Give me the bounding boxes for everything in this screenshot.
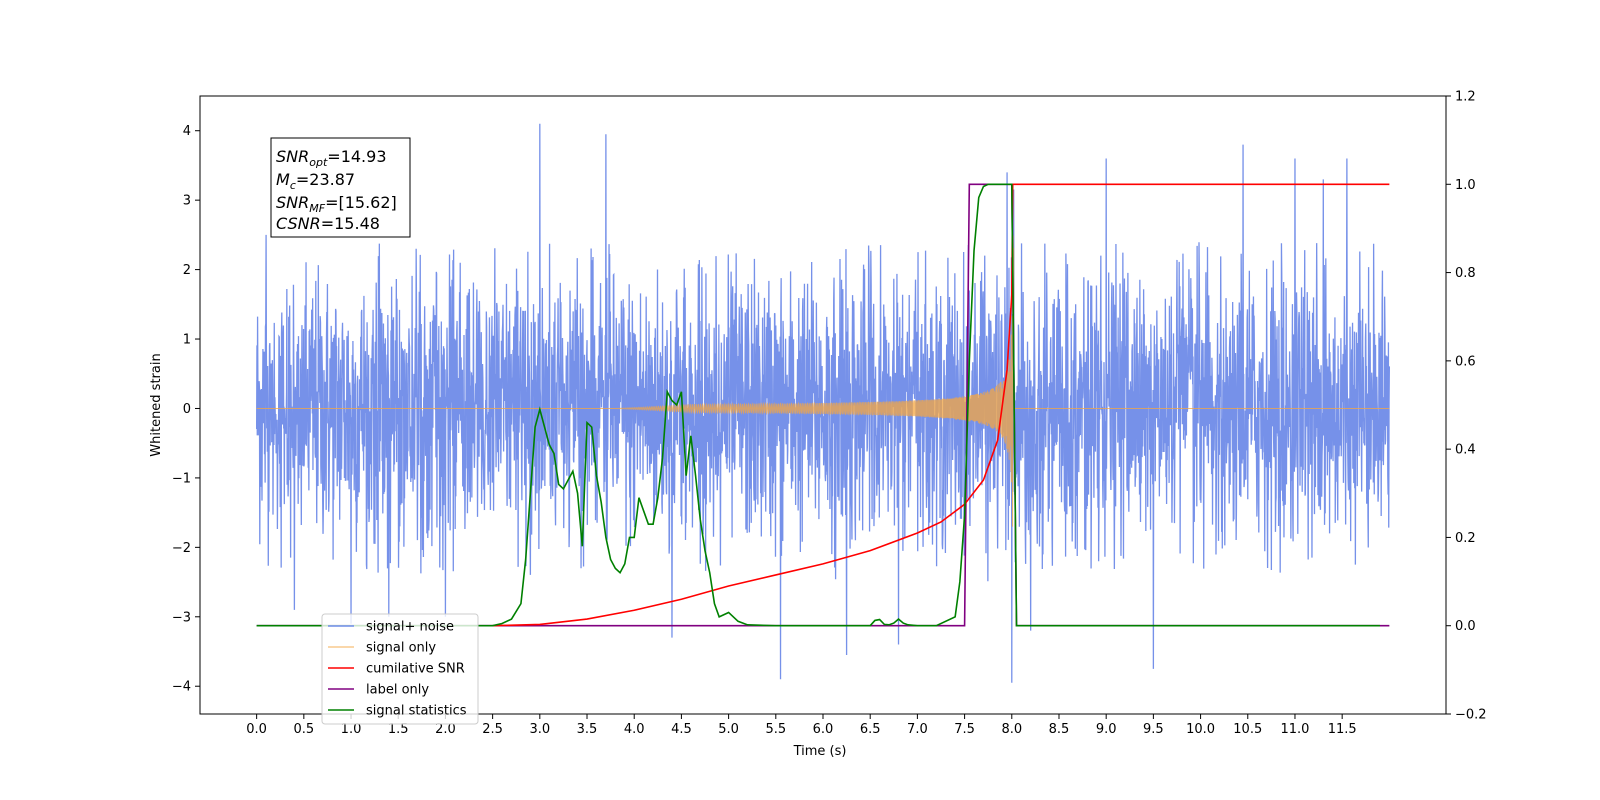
x-tick-label: 10.5 — [1233, 722, 1262, 737]
x-tick-label: 2.0 — [435, 722, 456, 737]
x-tick-label: 11.5 — [1328, 722, 1357, 737]
y-tick-label: −1 — [172, 471, 191, 486]
y-tick-label: 1 — [183, 333, 191, 348]
x-tick-label: 0.0 — [246, 722, 267, 737]
y2-tick-label: 0.0 — [1455, 619, 1476, 634]
y2-tick-label: −0.2 — [1455, 708, 1487, 723]
y-tick-label: −2 — [172, 541, 191, 556]
y2-tick-label: 1.2 — [1455, 90, 1476, 105]
x-axis-label: Time (s) — [793, 744, 847, 759]
y2-tick-label: 0.8 — [1455, 266, 1476, 281]
legend-box — [321, 613, 479, 725]
series-signal-statistics-line — [256, 183, 1380, 627]
y2-tick-label: 0.6 — [1455, 354, 1476, 369]
stats-annotation: SNRopt=14.93 Mc=23.87 SNRMF=[15.62] CSNR… — [270, 137, 411, 238]
legend: signal+ noise signal only cumilative SNR la… — [321, 613, 479, 725]
y-tick-label: −4 — [172, 680, 191, 695]
y2-tick-label: 0.4 — [1455, 443, 1476, 458]
x-tick-label: 8.0 — [1001, 722, 1022, 737]
y-tick-label: 0 — [183, 402, 191, 417]
x-tick-label: 8.5 — [1049, 722, 1070, 737]
legend-label: signal statistics — [366, 704, 467, 719]
x-tick-label: 0.5 — [293, 722, 314, 737]
y-axis-right: −0.2 0.0 0.2 0.4 0.6 0.8 1.0 1.2 — [1446, 90, 1487, 723]
x-tick-label: 4.0 — [624, 722, 645, 737]
y2-tick-label: 1.0 — [1455, 178, 1476, 193]
y-axis-left: −4 −3 −2 −1 0 1 2 3 4 — [172, 124, 200, 695]
x-axis: 0.0 0.5 1.0 1.5 2.0 2.5 3.0 3.5 4.0 4.5 5.0 5.5 6.0 6… — [246, 714, 1357, 737]
legend-label: signal only — [366, 641, 436, 656]
y-tick-label: −3 — [172, 610, 191, 625]
series-cumulative-snr-line — [492, 183, 1390, 627]
series-signal-only-line — [256, 235, 1390, 527]
legend-label: label only — [366, 683, 429, 698]
x-tick-label: 2.5 — [482, 722, 503, 737]
y-tick-label: 3 — [183, 194, 191, 209]
x-tick-label: 4.5 — [671, 722, 692, 737]
legend-label: cumilative SNR — [366, 662, 465, 677]
snr-mf-text: SNRMF=[15.62] — [276, 193, 397, 215]
x-tick-label: 11.0 — [1280, 722, 1309, 737]
x-tick-label: 7.5 — [954, 722, 975, 737]
x-tick-label: 6.0 — [813, 722, 834, 737]
x-tick-label: 7.0 — [907, 722, 928, 737]
x-tick-label: 6.5 — [860, 722, 881, 737]
y-tick-label: 4 — [183, 124, 191, 139]
x-tick-label: 3.0 — [529, 722, 550, 737]
mc-text: Mc=23.87 — [276, 170, 355, 192]
y-axis-label: Whitened strain — [149, 353, 164, 456]
y2-tick-label: 0.2 — [1455, 531, 1476, 546]
x-tick-label: 5.0 — [718, 722, 739, 737]
csnr-text: CSNR=15.48 — [276, 214, 380, 233]
x-tick-label: 5.5 — [765, 722, 786, 737]
y-tick-label: 2 — [183, 263, 191, 278]
x-tick-label: 1.5 — [388, 722, 409, 737]
snr-opt-text: SNRopt=14.93 — [276, 147, 387, 169]
x-tick-label: 9.5 — [1143, 722, 1164, 737]
stats-annotation-box — [270, 137, 411, 238]
x-tick-label: 1.0 — [341, 722, 362, 737]
x-tick-label: 3.5 — [577, 722, 598, 737]
x-tick-label: 9.0 — [1096, 722, 1117, 737]
legend-label: signal+ noise — [366, 620, 454, 635]
x-tick-label: 10.0 — [1186, 722, 1215, 737]
